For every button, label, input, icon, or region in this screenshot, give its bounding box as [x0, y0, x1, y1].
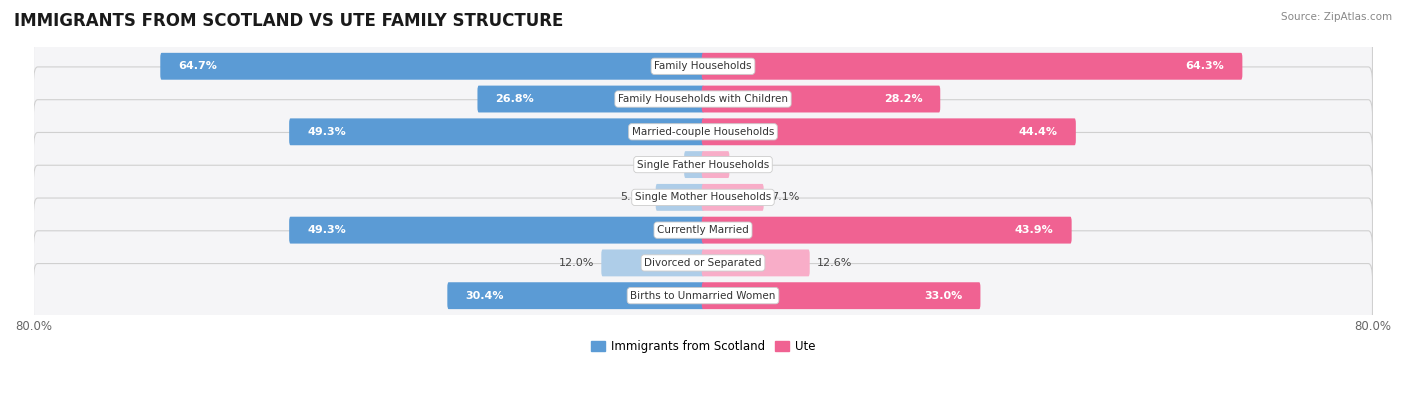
- FancyBboxPatch shape: [34, 132, 1372, 197]
- FancyBboxPatch shape: [447, 282, 704, 309]
- FancyBboxPatch shape: [290, 118, 704, 145]
- FancyBboxPatch shape: [702, 217, 1071, 244]
- Text: IMMIGRANTS FROM SCOTLAND VS UTE FAMILY STRUCTURE: IMMIGRANTS FROM SCOTLAND VS UTE FAMILY S…: [14, 12, 564, 30]
- Text: 12.0%: 12.0%: [558, 258, 595, 268]
- Text: Single Father Households: Single Father Households: [637, 160, 769, 169]
- Text: 3.0%: 3.0%: [737, 160, 765, 169]
- Text: Single Mother Households: Single Mother Households: [636, 192, 770, 202]
- Text: 49.3%: 49.3%: [307, 127, 346, 137]
- FancyBboxPatch shape: [290, 217, 704, 244]
- Text: Births to Unmarried Women: Births to Unmarried Women: [630, 291, 776, 301]
- FancyBboxPatch shape: [34, 34, 1372, 98]
- Text: 2.1%: 2.1%: [648, 160, 678, 169]
- FancyBboxPatch shape: [702, 86, 941, 113]
- FancyBboxPatch shape: [34, 198, 1372, 262]
- Legend: Immigrants from Scotland, Ute: Immigrants from Scotland, Ute: [586, 335, 820, 358]
- FancyBboxPatch shape: [702, 53, 1243, 80]
- Text: 30.4%: 30.4%: [465, 291, 503, 301]
- Text: 7.1%: 7.1%: [770, 192, 799, 202]
- FancyBboxPatch shape: [34, 67, 1372, 131]
- FancyBboxPatch shape: [685, 151, 704, 178]
- Text: Divorced or Separated: Divorced or Separated: [644, 258, 762, 268]
- FancyBboxPatch shape: [34, 100, 1372, 164]
- FancyBboxPatch shape: [160, 53, 704, 80]
- FancyBboxPatch shape: [655, 184, 704, 211]
- Text: 5.5%: 5.5%: [620, 192, 648, 202]
- Text: 64.7%: 64.7%: [179, 61, 217, 71]
- Text: 33.0%: 33.0%: [924, 291, 963, 301]
- FancyBboxPatch shape: [702, 118, 1076, 145]
- FancyBboxPatch shape: [34, 231, 1372, 295]
- FancyBboxPatch shape: [478, 86, 704, 113]
- Text: 43.9%: 43.9%: [1015, 225, 1053, 235]
- Text: 44.4%: 44.4%: [1019, 127, 1057, 137]
- FancyBboxPatch shape: [702, 151, 730, 178]
- Text: 49.3%: 49.3%: [307, 225, 346, 235]
- Text: 12.6%: 12.6%: [817, 258, 852, 268]
- Text: 64.3%: 64.3%: [1185, 61, 1225, 71]
- Text: 28.2%: 28.2%: [883, 94, 922, 104]
- Text: Currently Married: Currently Married: [657, 225, 749, 235]
- FancyBboxPatch shape: [702, 250, 810, 276]
- Text: 26.8%: 26.8%: [495, 94, 534, 104]
- FancyBboxPatch shape: [702, 184, 763, 211]
- FancyBboxPatch shape: [34, 165, 1372, 229]
- FancyBboxPatch shape: [34, 263, 1372, 328]
- FancyBboxPatch shape: [702, 282, 980, 309]
- Text: Source: ZipAtlas.com: Source: ZipAtlas.com: [1281, 12, 1392, 22]
- Text: Family Households: Family Households: [654, 61, 752, 71]
- FancyBboxPatch shape: [602, 250, 704, 276]
- Text: Married-couple Households: Married-couple Households: [631, 127, 775, 137]
- Text: Family Households with Children: Family Households with Children: [619, 94, 787, 104]
